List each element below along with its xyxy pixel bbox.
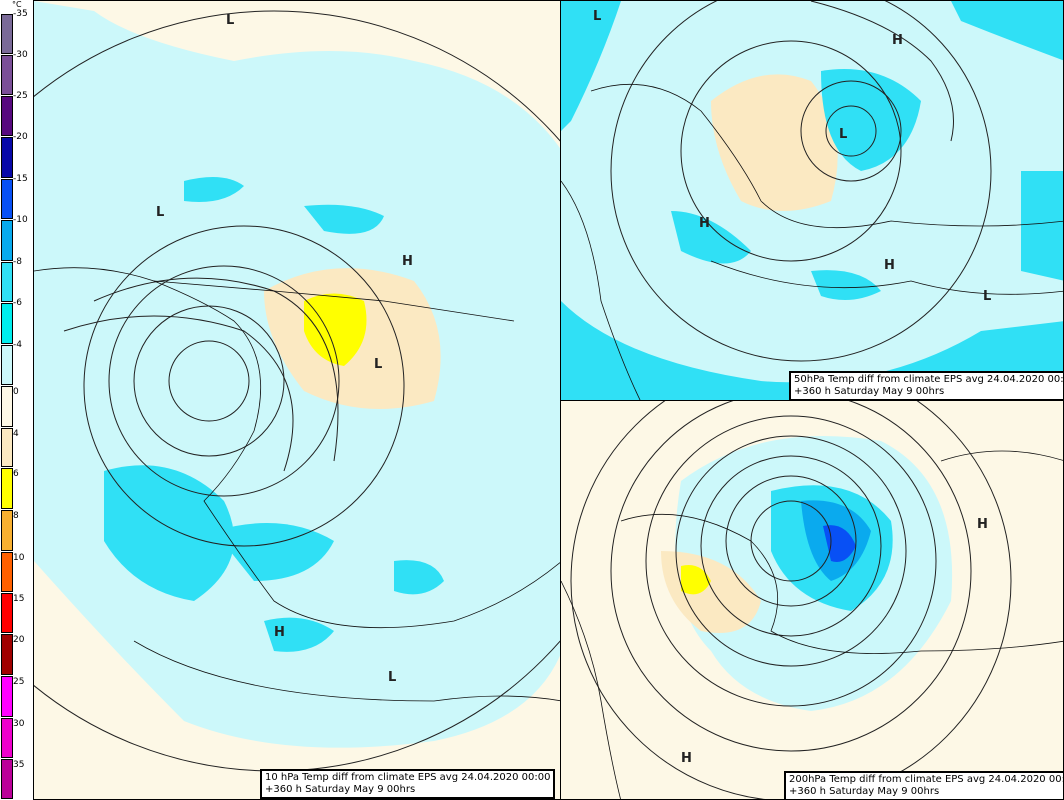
pressure-marker-high: H (884, 258, 895, 273)
map-caption-200hpa: 200hPa Temp diff from climate EPS avg 24… (784, 771, 1064, 799)
pressure-marker-high: H (274, 625, 285, 640)
legend-tick-label: 8 (13, 511, 19, 521)
pressure-marker-low: L (839, 127, 848, 142)
legend-tick-label: 25 (13, 677, 25, 687)
legend-swatch (1, 262, 13, 302)
legend-tick-label: -35 (13, 9, 28, 19)
legend-tick-label: -4 (13, 340, 22, 350)
pressure-marker-low: L (388, 670, 397, 685)
legend-swatch (1, 552, 13, 592)
legend-swatch (1, 676, 13, 717)
caption-title: 200hPa Temp diff from climate EPS avg 24… (789, 774, 1064, 785)
map-panel-200hpa: H H 200hPa Temp diff from climate EPS av… (560, 400, 1064, 800)
legend-tick-label: 30 (13, 719, 25, 729)
legend-tick-label: 6 (13, 469, 19, 479)
legend-tick-label: -10 (13, 215, 28, 225)
legend-swatch (1, 510, 13, 551)
legend-tick-label: 15 (13, 594, 25, 604)
legend-swatch (1, 96, 13, 136)
pressure-marker-high: H (977, 517, 988, 532)
legend-swatch (1, 386, 13, 427)
legend-swatch (1, 179, 13, 219)
pressure-marker-low: L (983, 289, 992, 304)
caption-forecast-time: +360 h Saturday May 9 00hrs (265, 784, 416, 795)
legend-tick-label: 20 (13, 635, 25, 645)
legend-swatch (1, 468, 13, 509)
legend-tick-label: -6 (13, 298, 22, 308)
pressure-marker-high: H (699, 216, 710, 231)
caption-forecast-time: +360 h Saturday May 9 00hrs (789, 786, 940, 797)
legend-swatch (1, 137, 13, 178)
legend-tick-label: -20 (13, 132, 28, 142)
caption-title: 10 hPa Temp diff from climate EPS avg 24… (265, 772, 551, 783)
pressure-marker-low: L (156, 205, 165, 220)
map-panel-10hpa: L L H L H L 10 hPa Temp diff from climat… (33, 0, 561, 800)
legend-swatch (1, 593, 13, 633)
map-panel-50hpa: L H L H H L 50hPa Temp diff from climate… (560, 0, 1064, 401)
map-caption-10hpa: 10 hPa Temp diff from climate EPS avg 24… (260, 769, 556, 799)
map-50hpa (561, 1, 1063, 400)
legend-swatch (1, 14, 13, 54)
pressure-marker-low: L (374, 357, 383, 372)
legend-tick-label: 4 (13, 429, 19, 439)
color-scale-legend: °C -35 -30 -25 -20 -15 -10 -8 -6 -4 0 4 6 8 10 15 20 25 3… (0, 0, 34, 800)
legend-tick-label: -25 (13, 91, 28, 101)
legend-tick-label: 10 (13, 553, 25, 563)
legend-tick-label: -8 (13, 257, 22, 267)
legend-swatch (1, 634, 13, 675)
legend-swatch (1, 55, 13, 95)
legend-swatch (1, 759, 13, 799)
legend-tick-label: -15 (13, 174, 28, 184)
map-caption-50hpa: 50hPa Temp diff from climate EPS avg 24.… (789, 371, 1064, 400)
legend-swatch (1, 718, 13, 758)
legend-tick-label: -30 (13, 50, 28, 60)
pressure-marker-low: L (226, 13, 235, 28)
legend-swatch (1, 303, 13, 344)
legend-swatch (1, 220, 13, 261)
caption-forecast-time: +360 h Saturday May 9 00hrs (794, 386, 945, 397)
pressure-marker-high: H (681, 751, 692, 766)
caption-title: 50hPa Temp diff from climate EPS avg 24.… (794, 374, 1064, 385)
legend-unit: °C (12, 0, 22, 9)
legend-swatch (1, 428, 13, 467)
legend-tick-label: 0 (13, 387, 19, 397)
map-200hpa (561, 401, 1063, 799)
pressure-marker-low: L (593, 9, 602, 24)
map-10hpa (34, 1, 560, 799)
legend-swatch (1, 345, 13, 385)
pressure-marker-high: H (402, 254, 413, 269)
pressure-marker-high: H (892, 33, 903, 48)
legend-tick-label: 35 (13, 760, 25, 770)
